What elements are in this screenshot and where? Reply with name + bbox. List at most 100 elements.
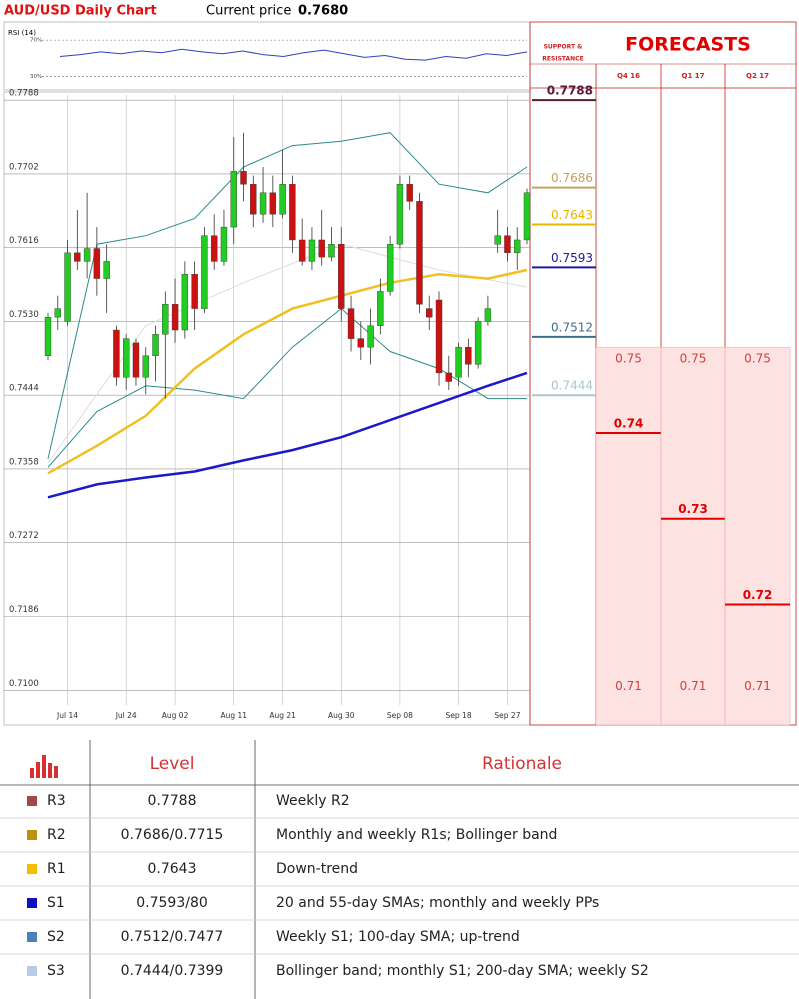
candle-body: [132, 342, 140, 378]
y-tick-label: 0.7100: [9, 679, 39, 689]
x-tick-label: Sep 27: [494, 711, 520, 720]
candle-body: [289, 184, 296, 241]
level-label: 0.7512: [551, 320, 593, 334]
row-name: R3: [47, 793, 66, 809]
level-label: 0.7643: [551, 208, 593, 222]
x-tick-label: Aug 02: [162, 711, 189, 720]
row-swatch: [27, 864, 37, 874]
row-swatch: [27, 796, 37, 806]
candle-body: [504, 235, 511, 254]
forecast-range: [724, 346, 791, 726]
candle-body: [240, 171, 247, 185]
range-low-label: 0.71: [615, 679, 642, 693]
indicator-line: [47, 132, 528, 459]
row-level: 0.7686/0.7715: [121, 827, 224, 843]
candle-body: [74, 252, 81, 262]
candle-body: [279, 184, 286, 215]
x-tick-label: Aug 21: [269, 711, 296, 720]
row-rationale: 20 and 55-day SMAs; monthly and weekly P…: [276, 895, 599, 911]
period-label: Q1 17: [682, 72, 705, 80]
period-label: Q2 17: [746, 72, 769, 80]
level-label: 0.7788: [547, 84, 593, 98]
rsi-title: RSI (14): [8, 29, 36, 37]
range-low-label: 0.71: [680, 679, 707, 693]
row-level: 0.7444/0.7399: [121, 963, 224, 979]
candle-body: [328, 244, 335, 258]
rsi-line: [59, 48, 528, 61]
candle-body: [181, 274, 189, 331]
candle-body: [367, 325, 374, 348]
y-tick-label: 0.7788: [9, 89, 39, 99]
candle-body: [259, 192, 267, 215]
x-tick-label: Aug 11: [220, 711, 247, 720]
indicator-line: [47, 307, 527, 468]
forecast-label: 0.74: [614, 416, 644, 430]
row-swatch: [27, 932, 37, 942]
forecast-title: FORECASTS: [625, 34, 751, 56]
row-rationale: Bollinger band; monthly S1; 200-day SMA;…: [276, 963, 649, 979]
candle-body: [426, 308, 433, 318]
row-swatch: [27, 898, 37, 908]
candle-body: [494, 235, 501, 245]
candle-body: [152, 334, 159, 356]
forecast-range: [660, 346, 726, 726]
row-name: R1: [47, 861, 66, 877]
candle-body: [347, 308, 355, 339]
forecast-label: 0.72: [743, 588, 773, 602]
price: 0.7680: [298, 4, 348, 19]
candle-body: [142, 355, 149, 378]
candle-body: [357, 338, 365, 348]
range-high-label: 0.75: [680, 352, 707, 366]
column-header: Rationale: [482, 754, 562, 774]
candle-body: [64, 252, 71, 322]
y-tick-label: 0.7272: [9, 531, 39, 541]
row-rationale: Weekly S1; 100-day SMA; up-trend: [276, 929, 520, 945]
candle-body: [220, 226, 228, 262]
row-level: 0.7512/0.7477: [121, 929, 224, 945]
candle-body: [406, 184, 413, 202]
x-tick-label: Jul 14: [56, 711, 78, 720]
indicator-line: [47, 371, 528, 499]
y-tick-label: 0.7530: [9, 310, 39, 320]
row-swatch: [27, 966, 37, 976]
candle-body: [113, 329, 120, 378]
candle-body: [210, 235, 218, 262]
candle-body: [123, 338, 130, 378]
y-tick-label: 30%: [30, 74, 42, 80]
candle-body: [298, 239, 306, 262]
row-rationale: Weekly R2: [276, 793, 350, 809]
candle-body: [474, 321, 482, 365]
candle-body: [171, 304, 179, 331]
candle-body: [396, 184, 404, 245]
candle-body: [162, 304, 169, 335]
row-name: S2: [47, 929, 65, 945]
candle-body: [269, 192, 277, 215]
candle-body: [83, 248, 91, 262]
candle-body: [523, 192, 531, 241]
level-label: 0.7593: [551, 251, 593, 265]
row-level: 0.7643: [148, 861, 197, 877]
y-tick-label: 0.7444: [9, 384, 39, 394]
column-header: Level: [150, 754, 195, 774]
forecast-label: 0.73: [678, 502, 708, 516]
row-level: 0.7788: [148, 793, 197, 809]
candle-body: [445, 372, 452, 382]
candle-body: [377, 291, 384, 326]
row-rationale: Down-trend: [276, 861, 358, 877]
level-label: 0.7444: [551, 379, 593, 393]
x-tick-label: Aug 30: [328, 711, 355, 720]
y-tick-label: 0.7186: [9, 605, 39, 615]
title: AUD/USD Daily Chart: [4, 4, 157, 19]
levels-title: RESISTANCE: [542, 56, 583, 63]
row-name: S3: [47, 963, 65, 979]
candle-body: [514, 239, 521, 254]
candle-body: [416, 201, 423, 305]
indicator-line: [47, 268, 528, 475]
row-swatch: [27, 830, 37, 840]
candle-body: [191, 274, 198, 309]
candle-body: [308, 239, 316, 262]
y-tick-label: 0.7616: [9, 236, 39, 246]
table-icon: [30, 755, 58, 778]
price-label: Current price: [206, 4, 291, 19]
